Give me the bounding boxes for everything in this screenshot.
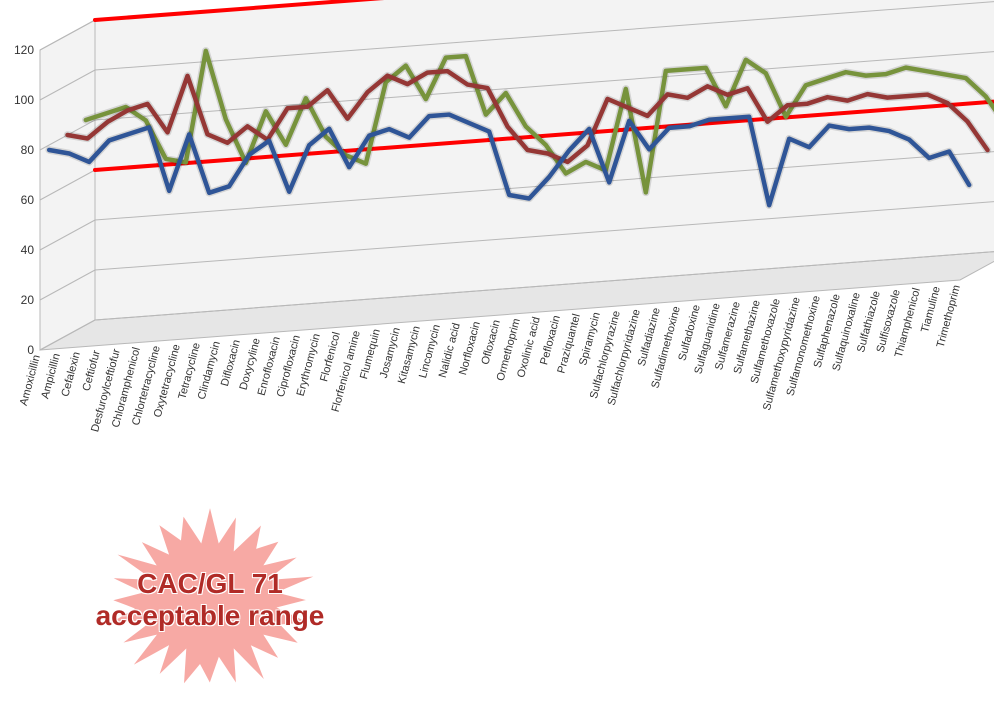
x-tick-label: Amoxicillin xyxy=(18,354,43,407)
y-tick-label: 80 xyxy=(21,143,35,157)
x-tick-label-group: Amoxicillin xyxy=(18,354,43,407)
callout-line1: CAC/GL 71 xyxy=(137,568,283,599)
y-tick-label: 100 xyxy=(14,93,34,107)
callout-line2: acceptable range xyxy=(96,600,325,631)
y-tick-label: 60 xyxy=(21,193,35,207)
x-tick-label: Ceftiofur xyxy=(81,349,103,393)
x-tick-label-group: Cefalexin xyxy=(59,351,82,398)
callout-starburst: CAC/GL 71 acceptable range xyxy=(30,490,390,710)
x-tick-label-group: Ceftiofur xyxy=(81,349,103,393)
y-tick-label: 40 xyxy=(21,243,35,257)
callout-text: CAC/GL 71 acceptable range xyxy=(96,568,325,632)
x-tick-label: Cefalexin xyxy=(59,351,82,398)
y-tick-label: 20 xyxy=(21,293,35,307)
y-tick-label: 120 xyxy=(14,43,34,57)
